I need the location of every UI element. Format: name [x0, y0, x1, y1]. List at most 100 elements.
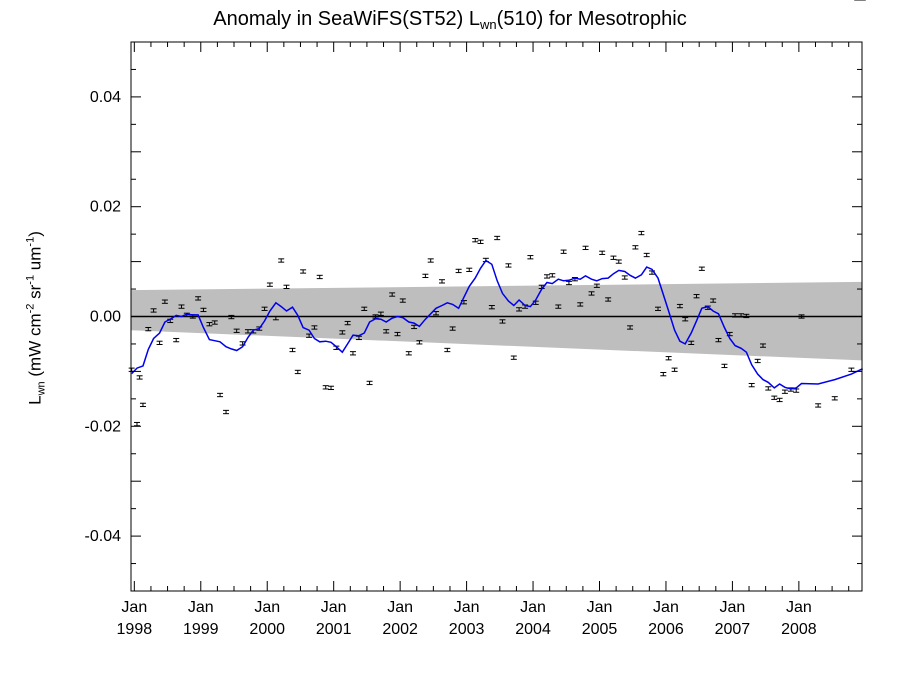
data-point	[444, 347, 451, 353]
data-point	[294, 369, 301, 375]
x-tick-label-year: 2000	[249, 621, 285, 638]
data-point	[472, 238, 479, 243]
y-tick-label: -0.02	[85, 418, 122, 435]
x-tick-label-month: Jan	[321, 599, 347, 616]
data-point	[411, 324, 418, 330]
y-label-exp2: -1	[24, 274, 37, 285]
data-point	[781, 389, 788, 394]
data-point	[228, 314, 235, 320]
data-point	[754, 358, 761, 364]
data-point	[510, 355, 517, 360]
y-tick-label: 0.00	[90, 309, 121, 326]
data-point	[455, 268, 462, 274]
data-point	[494, 235, 501, 241]
data-point	[427, 258, 434, 263]
data-point	[139, 402, 146, 408]
data-point	[798, 314, 805, 319]
data-point	[555, 304, 562, 309]
data-point	[549, 273, 556, 278]
data-point	[698, 266, 705, 271]
data-point	[223, 409, 230, 415]
data-point	[283, 284, 290, 290]
x-tick-label-month: Jan	[121, 599, 147, 616]
data-point	[577, 302, 584, 307]
data-point	[422, 273, 429, 279]
data-point	[743, 313, 750, 319]
data-point	[676, 303, 683, 309]
x-tick-label-month: Jan	[387, 599, 413, 616]
data-point	[765, 386, 772, 391]
data-point	[278, 258, 285, 263]
data-point	[499, 319, 506, 324]
data-point	[621, 275, 628, 280]
data-point	[688, 340, 695, 345]
data-point	[156, 340, 163, 345]
data-point	[161, 299, 168, 304]
data-point	[150, 308, 157, 313]
data-point	[322, 385, 329, 390]
y-label-units-end: )	[25, 231, 45, 237]
data-point	[244, 329, 251, 334]
data-point	[599, 250, 606, 255]
data-point	[439, 279, 446, 284]
x-tick-label-year: 2001	[316, 621, 352, 638]
data-point	[233, 328, 240, 333]
data-point	[588, 291, 595, 296]
data-point	[266, 282, 273, 287]
x-tick-label-year: 2007	[715, 621, 751, 638]
data-point	[565, 280, 572, 286]
y-label-exp1: -2	[24, 303, 37, 314]
y-label-main: L	[25, 395, 45, 405]
data-point	[136, 375, 143, 380]
data-point	[195, 296, 202, 301]
chart-title: Anomaly in SeaWiFS(ST52) Lwn(510) for Me…	[0, 8, 900, 32]
x-tick-label-year: 2004	[515, 621, 551, 638]
data-point	[366, 380, 373, 386]
x-tick-label-month: Jan	[653, 599, 679, 616]
data-point	[593, 283, 600, 288]
data-point	[477, 239, 484, 244]
data-point	[339, 330, 346, 335]
data-point	[793, 388, 800, 393]
data-point	[173, 337, 180, 343]
data-point	[361, 306, 368, 311]
x-tick-label-year: 2005	[582, 621, 618, 638]
data-point	[710, 298, 717, 303]
data-point	[433, 311, 440, 316]
data-point	[771, 395, 778, 400]
data-point	[738, 313, 745, 318]
data-point	[300, 269, 307, 274]
data-point	[405, 351, 412, 356]
x-tick-label-year: 2002	[382, 621, 418, 638]
x-tick-label-month: Jan	[188, 599, 214, 616]
data-point	[527, 255, 534, 260]
x-tick-label-year: 2003	[449, 621, 485, 638]
data-point	[316, 274, 323, 280]
x-tick-label-month: Jan	[720, 599, 746, 616]
data-point	[815, 403, 822, 408]
data-point	[328, 385, 335, 391]
y-label-mid2: um	[25, 246, 45, 275]
data-point	[289, 347, 296, 353]
data-point	[466, 267, 473, 272]
data-point	[399, 298, 406, 303]
data-point	[389, 292, 396, 297]
data-point	[349, 351, 356, 356]
data-point	[660, 371, 667, 377]
data-point	[505, 263, 512, 268]
x-tick-label-year: 1999	[183, 621, 219, 638]
chart-title-prefix: Anomaly in SeaWiFS(ST52) L	[213, 8, 481, 30]
data-point	[831, 396, 838, 401]
data-point	[665, 356, 672, 361]
data-point	[206, 322, 213, 327]
data-point	[516, 307, 523, 312]
data-point	[610, 255, 617, 260]
data-point	[776, 397, 783, 403]
x-tick-label-month: Jan	[786, 599, 812, 616]
smoothed-series-line	[131, 259, 864, 390]
y-tick-label: -0.04	[85, 528, 122, 545]
data-point	[383, 329, 390, 334]
y-label-main-sub: wn	[35, 381, 48, 396]
y-label-units-start: (mW cm	[25, 313, 45, 382]
data-point	[693, 294, 700, 299]
